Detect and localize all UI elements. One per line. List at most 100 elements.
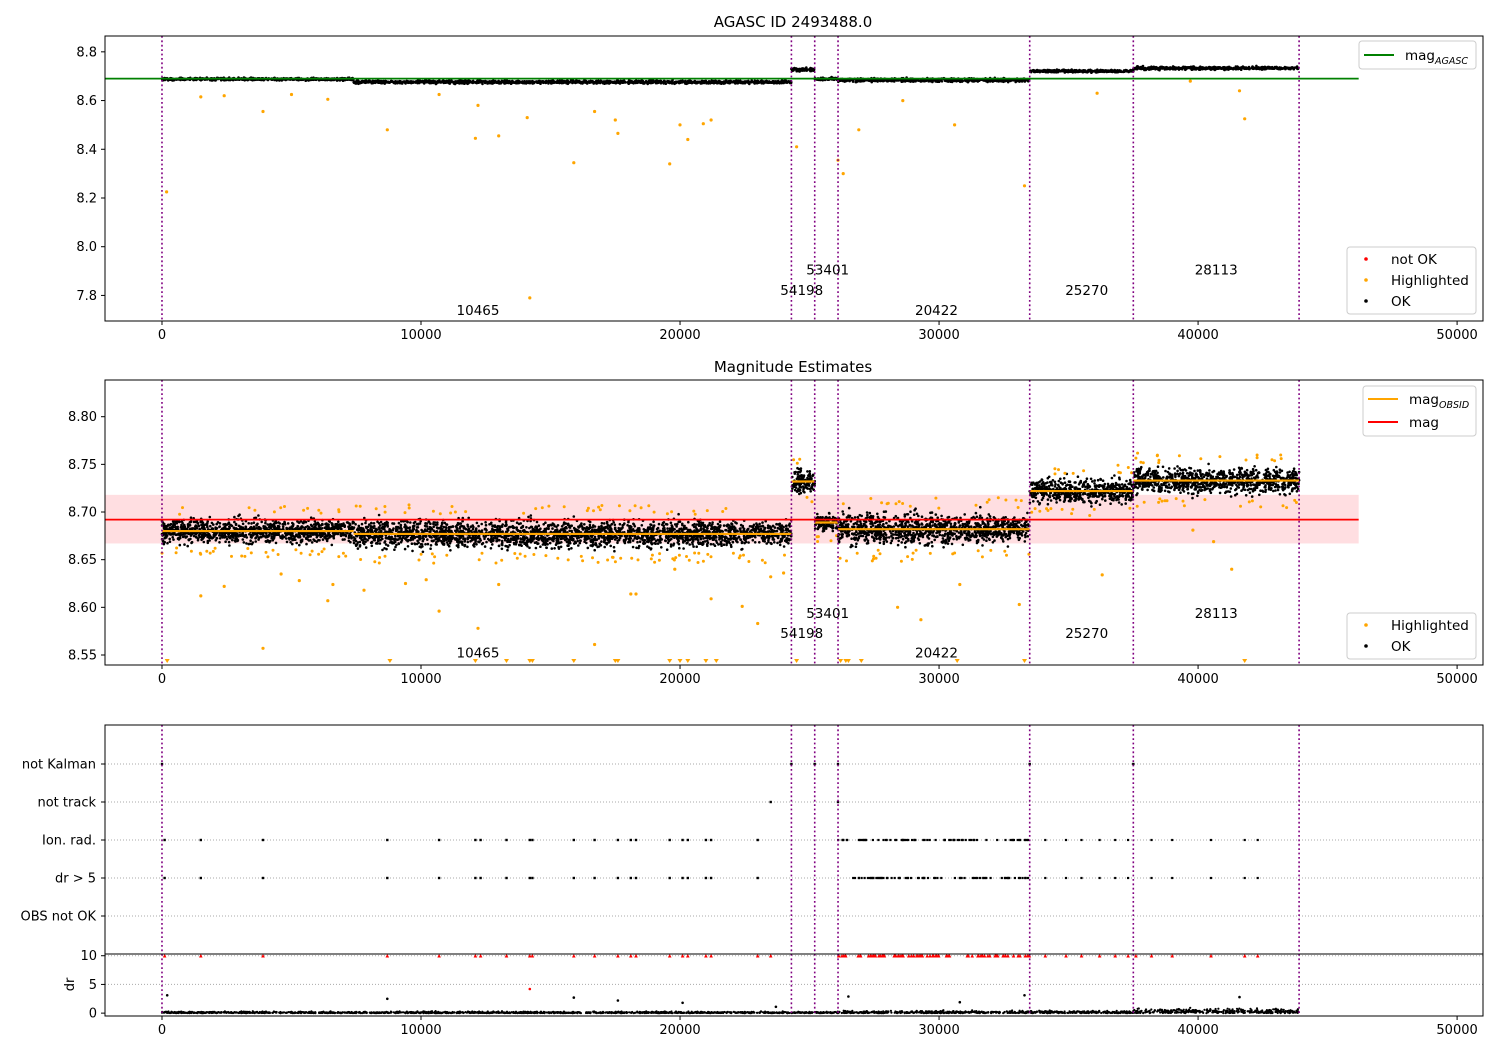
ok-point <box>1168 66 1172 69</box>
x-tick-label: 30000 <box>918 328 959 343</box>
ok-point <box>185 527 189 530</box>
ok-point <box>254 536 258 539</box>
highlighted-point <box>593 109 597 114</box>
ok-point <box>192 534 196 538</box>
ok-point <box>560 79 564 83</box>
ok-point <box>215 527 219 530</box>
ok-point <box>1107 70 1110 73</box>
highlighted-point <box>175 546 179 550</box>
ok-point <box>397 80 401 83</box>
ok-point <box>394 80 397 83</box>
ok-point <box>1213 68 1217 72</box>
ok-point <box>173 531 176 535</box>
ok-point <box>452 82 456 85</box>
ok-point <box>175 533 179 536</box>
ok-point <box>220 535 224 538</box>
ok-point <box>370 81 373 84</box>
ok-point <box>255 533 259 536</box>
ok-point <box>281 535 285 538</box>
ok-point <box>805 68 809 71</box>
highlighted-point <box>344 554 348 558</box>
ok-point <box>305 542 308 546</box>
ok-point <box>662 80 665 84</box>
ok-point <box>201 521 205 525</box>
ok-point <box>809 66 812 70</box>
ok-point <box>266 539 270 543</box>
ok-point <box>491 79 495 82</box>
ok-point <box>192 520 196 524</box>
ok-point <box>343 524 347 527</box>
ok-point <box>1135 66 1139 69</box>
ok-point <box>1038 70 1042 73</box>
ok-point <box>197 524 200 527</box>
ok-point <box>183 543 186 546</box>
ok-point <box>235 537 239 541</box>
ok-point <box>714 80 718 84</box>
ok-point <box>789 81 793 85</box>
ok-point <box>281 527 285 531</box>
highlighted-points <box>165 79 1247 300</box>
ok-point <box>274 532 278 536</box>
highlighted-point <box>253 508 257 512</box>
ok-point <box>318 539 321 542</box>
ok-point <box>178 543 182 547</box>
ok-point <box>1224 66 1228 70</box>
ok-point <box>218 522 222 525</box>
ok-point <box>1052 70 1056 74</box>
highlighted-point <box>678 123 682 127</box>
ok-point <box>200 536 203 539</box>
ok-point <box>695 81 698 84</box>
ok-point <box>467 80 471 84</box>
highlighted-point <box>213 546 217 550</box>
ok-point <box>1157 67 1160 70</box>
obsid-label: 20422 <box>915 303 958 319</box>
ok-point <box>1023 79 1026 83</box>
axes-frame <box>104 35 1484 322</box>
ok-point <box>429 547 432 550</box>
ok-point <box>1154 66 1157 69</box>
ok-point <box>1178 67 1181 71</box>
ok-point <box>501 80 505 83</box>
chart-title: AGASC ID 2493488.0 <box>714 13 873 31</box>
highlighted-point <box>795 145 799 149</box>
ok-point <box>271 532 275 536</box>
ok-point <box>1139 67 1143 71</box>
ok-point <box>1054 70 1058 74</box>
ok-point <box>189 520 192 524</box>
ok-point <box>350 526 353 530</box>
ok-point <box>1057 68 1061 72</box>
ok-point <box>233 520 236 524</box>
ok-point <box>1208 67 1211 70</box>
legend-label: not OK <box>1391 252 1438 268</box>
ok-point <box>230 524 234 528</box>
ok-point <box>1071 69 1075 73</box>
ok-point <box>334 523 338 526</box>
ok-point <box>1159 66 1163 69</box>
ok-point <box>457 79 461 83</box>
ok-point <box>300 531 304 535</box>
ok-point <box>347 525 351 528</box>
ok-point <box>641 82 645 85</box>
ok-point <box>411 538 415 541</box>
ok-point <box>1227 67 1231 70</box>
ok-point <box>288 538 291 541</box>
ok-point <box>232 536 235 539</box>
ok-point <box>606 81 610 85</box>
ok-point <box>1217 66 1221 70</box>
ok-point <box>621 81 624 84</box>
ok-point <box>302 535 306 538</box>
ok-point <box>541 80 544 83</box>
ok-point <box>298 527 301 530</box>
highlighted-point <box>317 552 321 556</box>
ok-point <box>340 524 344 527</box>
ok-point <box>251 541 255 544</box>
ok-point <box>162 542 166 546</box>
ok-point <box>296 527 299 530</box>
ok-point <box>279 535 282 538</box>
ok-point <box>603 82 606 85</box>
ok-point <box>434 82 437 85</box>
ok-point <box>189 531 193 535</box>
ok-point <box>488 81 492 84</box>
ok-point <box>514 81 518 85</box>
ok-point <box>1201 66 1204 69</box>
